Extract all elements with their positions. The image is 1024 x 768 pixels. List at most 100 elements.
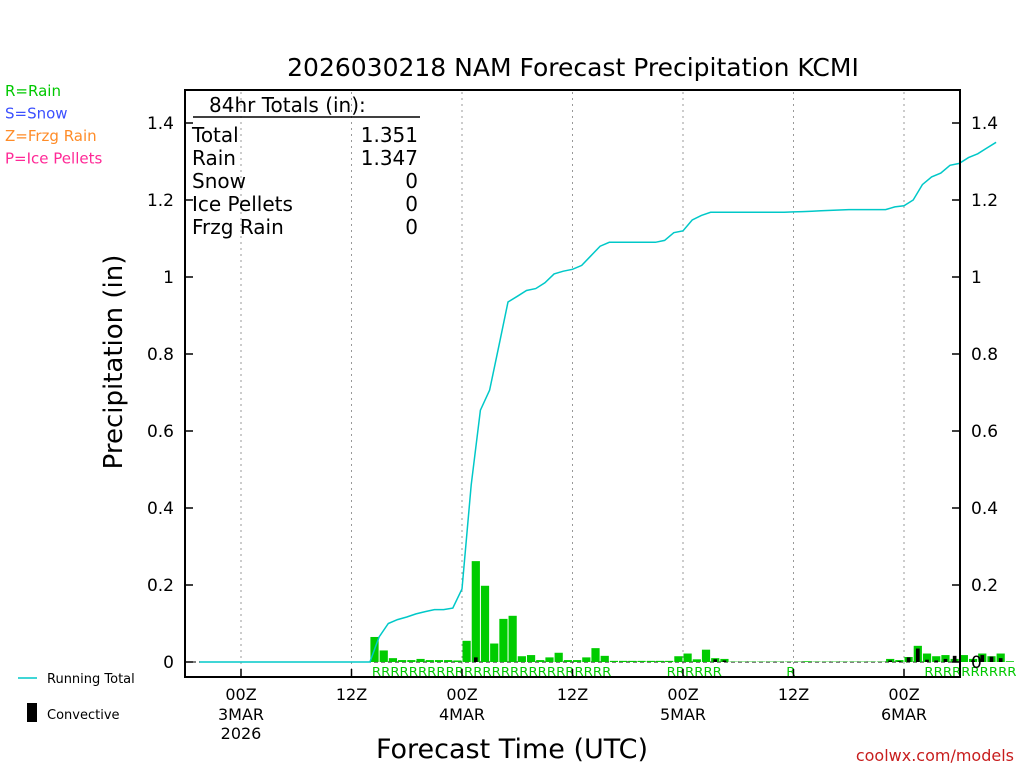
chart-title: 2026030218 NAM Forecast Precipitation KC… [287, 53, 859, 82]
precip-bar [545, 657, 554, 662]
y-tick-label-left: 1.2 [147, 191, 174, 211]
precip-bar [480, 585, 490, 662]
y-tick-label-right: 0.6 [971, 422, 998, 442]
convective-bar [925, 659, 929, 662]
ptype-legend-item: Z=Frzg Rain [5, 127, 97, 145]
totals-row-label: Snow [192, 169, 246, 193]
credit-text: coolwx.com/models [856, 746, 1014, 765]
x-tick-date-label: 4MAR [439, 705, 485, 724]
x-tick-label: 12Z [778, 685, 809, 704]
precip-bar [508, 615, 517, 662]
y-tick-label-right: 1.2 [971, 191, 998, 211]
precip-bar [517, 656, 526, 662]
y-tick-label-right: 0 [971, 653, 982, 673]
precip-bar [683, 653, 692, 662]
running-total-polyline [199, 141, 997, 663]
y-axis-label: Precipitation (in) [99, 255, 129, 470]
y-tick-label-left: 0.8 [147, 345, 174, 365]
precip-bar [720, 658, 729, 662]
precip-bar [646, 660, 655, 662]
precip-bar [996, 653, 1005, 662]
precip-bar [453, 660, 462, 662]
convective-bar [952, 655, 957, 662]
convective-bar [897, 661, 902, 662]
x-tick-label: 00Z [225, 685, 256, 704]
x-tick-label: 12Z [336, 685, 367, 704]
running-total-line [199, 141, 997, 663]
precip-bar [692, 659, 701, 662]
ptype-row: RRRRRRRRRR RRRRRRRRRRRRRRRR RRRRRR R RRRRRRR… [372, 665, 1017, 679]
totals-row-value: 0 [405, 169, 418, 193]
precip-bar [674, 656, 683, 662]
precip-bar [600, 655, 609, 662]
precip-bar [582, 657, 591, 662]
totals-row-label: Frzg Rain [192, 215, 284, 239]
precip-bar [609, 660, 619, 662]
precip-bar [922, 653, 932, 662]
precip-bar [803, 661, 812, 662]
ptype-letters: R [786, 665, 795, 679]
y-tick-label-right: 1.4 [971, 114, 998, 134]
x-tick-label: 00Z [446, 685, 477, 704]
precip-bar [444, 660, 453, 662]
convective-bars [473, 648, 1003, 662]
totals-row-value: 1.347 [361, 146, 418, 170]
totals-heading: 84hr Totals (in): [209, 93, 366, 117]
totals-row-value: 1.351 [361, 123, 418, 147]
precip-bar [425, 660, 434, 662]
x-tick-date-label: 6MAR [881, 705, 927, 724]
precip-bar [554, 652, 563, 662]
precip-bar [490, 643, 499, 662]
running-total-legend-label: Running Total [47, 672, 135, 687]
precip-bar [1005, 661, 1014, 662]
convective-legend-swatch [27, 703, 37, 722]
precip-bar [665, 660, 674, 662]
y-tick-label-right: 0.2 [971, 576, 998, 596]
precip-bar [407, 660, 416, 662]
precip-bar [886, 658, 895, 662]
convective-bar [888, 660, 893, 662]
plot-frame [184, 89, 961, 678]
precip-bar [637, 660, 646, 662]
y-ticks-left: 0 0.2 0.4 0.6 0.8 1 1.2 1.4 [147, 114, 193, 673]
series-legend: Running Total Convective [18, 672, 135, 723]
convective-bar [722, 660, 727, 662]
convective-bar [980, 655, 985, 662]
precip-bar [932, 656, 941, 662]
convective-bar [989, 656, 994, 662]
x-tick-date-label: 5MAR [660, 705, 706, 724]
precip-bar [434, 660, 444, 662]
y-tick-label-right: 0.4 [971, 499, 998, 519]
precip-bar [388, 658, 398, 662]
y-tick-label-right: 1 [971, 268, 982, 288]
ptype-legend-item: R=Rain [5, 82, 61, 100]
y-tick-label-left: 1.4 [147, 114, 174, 134]
precip-bar [959, 655, 968, 662]
convective-bar [906, 657, 911, 662]
precip-bar [573, 660, 582, 662]
precip-bar [619, 660, 628, 662]
ptype-letters: RRRRRRRRRR [372, 665, 464, 679]
precip-bar [499, 618, 508, 662]
precip-bar [398, 660, 407, 662]
precip-bar [416, 658, 425, 662]
precip-bar [462, 640, 471, 662]
ptype-legend-item: S=Snow [5, 105, 68, 123]
totals-row-label: Rain [192, 146, 236, 170]
precip-bar [591, 648, 600, 662]
ptype-letters: RRRRRR [667, 665, 722, 679]
x-axis-label: Forecast Time (UTC) [376, 734, 648, 765]
precip-bar [655, 660, 665, 662]
precip-bar [563, 660, 572, 662]
x-tick-label: 12Z [557, 685, 588, 704]
ptype-letters: RRRRRRRRRRRRRRRR [464, 665, 611, 679]
convective-bar [915, 648, 920, 662]
convective-bar [934, 660, 939, 662]
totals-box: 84hr Totals (in): Total 1.351 Rain 1.347 Sno… [191, 93, 420, 239]
precip-bar [941, 655, 950, 662]
precip-bar [895, 660, 904, 662]
ptype-letters: RRRRRRRRRR [924, 665, 1016, 679]
totals-row-value: 0 [405, 215, 418, 239]
